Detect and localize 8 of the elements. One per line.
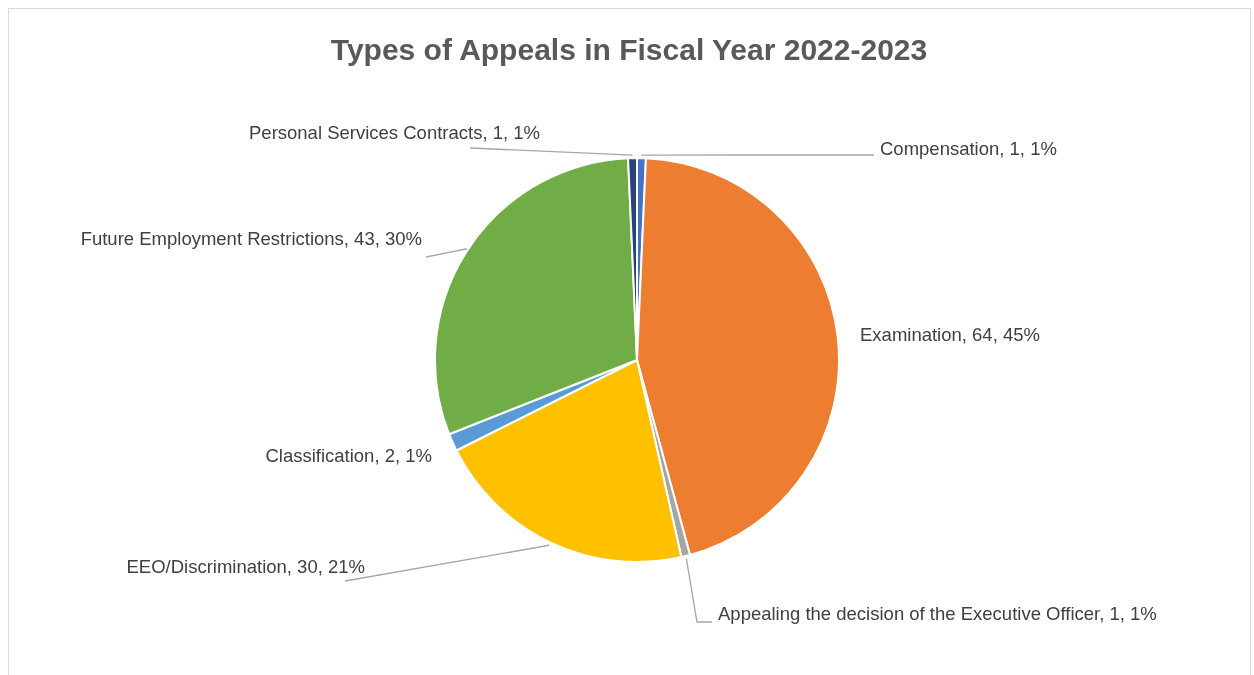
slice-label: Future Employment Restrictions, 43, 30% — [80, 227, 422, 249]
slice-label: Appealing the decision of the Executive Officer, 1, 1% — [718, 602, 1157, 624]
slice-label: EEO/Discrimination, 30, 21% — [126, 555, 365, 577]
chart-title: Types of Appeals in Fiscal Year 2022-2023 — [330, 32, 928, 66]
slice-label: Personal Services Contracts, 1, 1% — [249, 121, 540, 143]
slice-label: Classification, 2, 1% — [265, 444, 432, 466]
slice-label: Examination, 64, 45% — [860, 323, 1040, 345]
slice-label: Compensation, 1, 1% — [880, 137, 1057, 159]
